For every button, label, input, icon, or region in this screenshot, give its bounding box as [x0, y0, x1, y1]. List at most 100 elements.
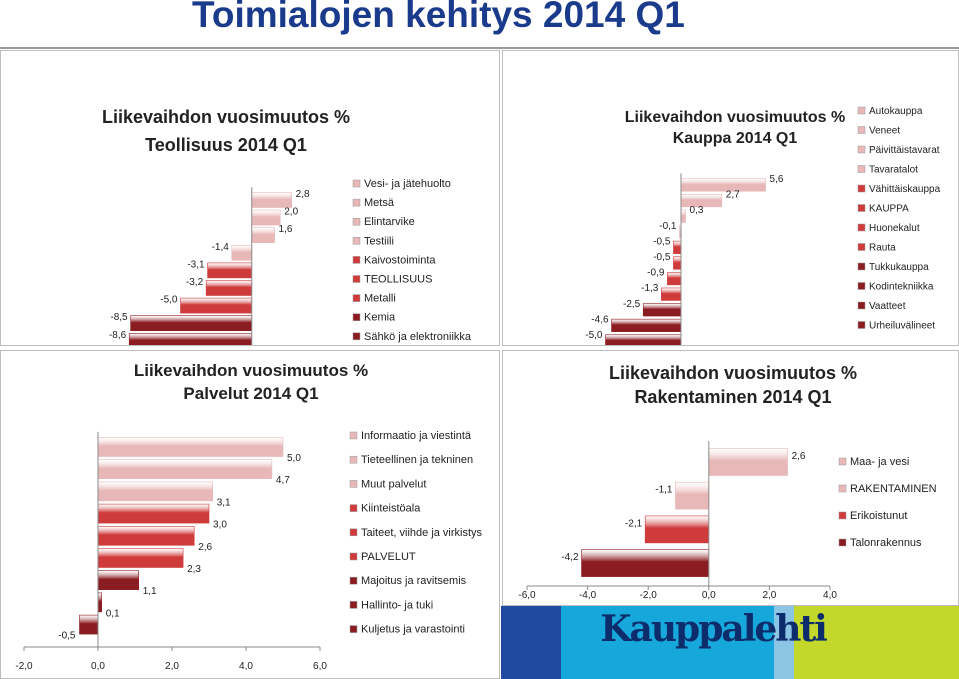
data-label: 2,6 [198, 542, 212, 553]
legend-swatch [857, 243, 866, 251]
chart-title-line: Liikevaihdon vuosimuutos % [625, 109, 845, 126]
bar [231, 245, 253, 261]
legend-entry: Vähittäiskauppa [869, 184, 941, 195]
x-tick-label: 6,0 [313, 661, 327, 672]
x-tick-label: 0,0 [91, 661, 105, 672]
data-label: -0,9 [647, 268, 665, 279]
page-title: Toimialojen kehitys 2014 Q1 [192, 0, 685, 35]
logo-wordmark: Kauppalehti [600, 608, 828, 650]
bar [611, 318, 682, 332]
legend-swatch [857, 282, 866, 290]
bar [605, 334, 682, 345]
bar [207, 262, 253, 279]
legend-swatch [349, 528, 358, 537]
logo-lime-block [794, 606, 959, 679]
chart-panel-palvelut: Liikevaihdon vuosimuutos % Palvelut 2014 … [0, 350, 500, 679]
data-label: -0,5 [653, 236, 671, 247]
bar [97, 526, 195, 546]
bar [673, 256, 682, 270]
data-label: 2,3 [187, 564, 201, 575]
data-label: -0,5 [653, 252, 671, 263]
chart-title-line: Liikevaihdon vuosimuutos % [609, 363, 857, 383]
data-label: 2,0 [284, 207, 298, 218]
data-label: 4,7 [276, 475, 290, 486]
x-tick-label: 2,0 [762, 590, 776, 601]
legend-swatch [352, 217, 361, 226]
legend-entry: Urheiluvälineet [869, 321, 935, 332]
legend-swatch [857, 106, 866, 115]
legend-swatch [857, 184, 866, 193]
data-label: -0,1 [659, 221, 677, 232]
legend-entry: Kemia [364, 312, 396, 324]
bar [97, 570, 140, 590]
data-label: -3,1 [187, 259, 205, 270]
legend-swatch [857, 145, 866, 154]
bar [661, 287, 682, 301]
data-label: -5,0 [585, 330, 603, 341]
legend-swatch [349, 504, 358, 512]
legend-entry: Metsä [364, 197, 395, 209]
data-label: 3,0 [213, 520, 227, 531]
legend-entry: Erikoistunut [850, 510, 907, 522]
legend-entry: Tavaratalot [869, 165, 918, 176]
bar [673, 240, 682, 254]
legend-entry: Kaivostoiminta [364, 254, 436, 266]
chart-title-line: Rakentaminen 2014 Q1 [634, 387, 831, 407]
legend-swatch [352, 256, 361, 264]
chart-title-line: Teollisuus 2014 Q1 [145, 135, 307, 155]
legend-swatch [838, 484, 847, 493]
data-label: 1,6 [279, 224, 293, 235]
legend-swatch [349, 480, 358, 488]
legend-swatch [352, 198, 361, 207]
kauppalehti-logo: Kauppalehti [501, 606, 959, 679]
x-tick-label: 4,0 [239, 661, 253, 672]
legend-swatch [838, 457, 847, 466]
legend-swatch [349, 431, 358, 440]
legend-swatch [857, 126, 866, 134]
legend-entry: Maa- ja vesi [850, 456, 909, 468]
data-label: -8,6 [109, 330, 127, 341]
legend-entry: Vesi- ja jätehuolto [364, 178, 451, 190]
legend-entry: TEOLLISUUS [364, 274, 432, 286]
data-label: -5,0 [160, 295, 178, 306]
legend-entry: Kodintekniikka [869, 282, 934, 293]
x-tick-label: -6,0 [518, 590, 536, 601]
data-label: -0,5 [58, 631, 76, 642]
x-tick-label: -2,0 [15, 661, 33, 672]
legend-swatch [352, 179, 361, 188]
bar [675, 481, 710, 510]
legend-swatch [352, 332, 361, 341]
bar [708, 448, 788, 476]
legend-entry: Majoitus ja ravitsemis [361, 575, 467, 587]
data-label: -4,6 [591, 314, 609, 325]
bar [97, 459, 273, 479]
data-label: 0,1 [106, 608, 120, 619]
logo-lightblue-block [774, 606, 794, 679]
data-label: 2,8 [296, 189, 310, 200]
legend-entry: Muut palvelut [361, 478, 426, 490]
x-tick-label: 0,0 [702, 590, 716, 601]
legend-entry: Elintarvike [364, 216, 415, 228]
legend-entry: Sähkö ja elektroniikka [364, 331, 472, 343]
legend-swatch [349, 552, 358, 561]
data-label: -2,1 [625, 518, 643, 529]
data-label: -3,2 [186, 277, 204, 288]
bar [97, 548, 184, 568]
bar [128, 332, 253, 345]
chart-panel-teollisuus: Liikevaihdon vuosimuutos % Teollisuus 201… [0, 50, 500, 346]
bar [97, 437, 284, 457]
chart-title-line: Kauppa 2014 Q1 [673, 130, 798, 147]
data-label: -8,5 [110, 312, 128, 323]
legend-entry: Autokauppa [869, 106, 923, 117]
bar [251, 209, 281, 226]
legend-entry: Huonekalut [869, 223, 920, 234]
legend-swatch [349, 576, 358, 585]
legend-entry: Metalli [364, 293, 396, 305]
data-label: -2,5 [623, 299, 641, 310]
chart-title-line: Liikevaihdon vuosimuutos % [102, 107, 350, 127]
bar [130, 315, 253, 332]
chart-rakentaminen: Liikevaihdon vuosimuutos % Rakentaminen 2… [518, 363, 936, 601]
bar [581, 549, 710, 577]
data-label: 3,1 [217, 497, 231, 508]
legend-swatch [352, 294, 361, 302]
